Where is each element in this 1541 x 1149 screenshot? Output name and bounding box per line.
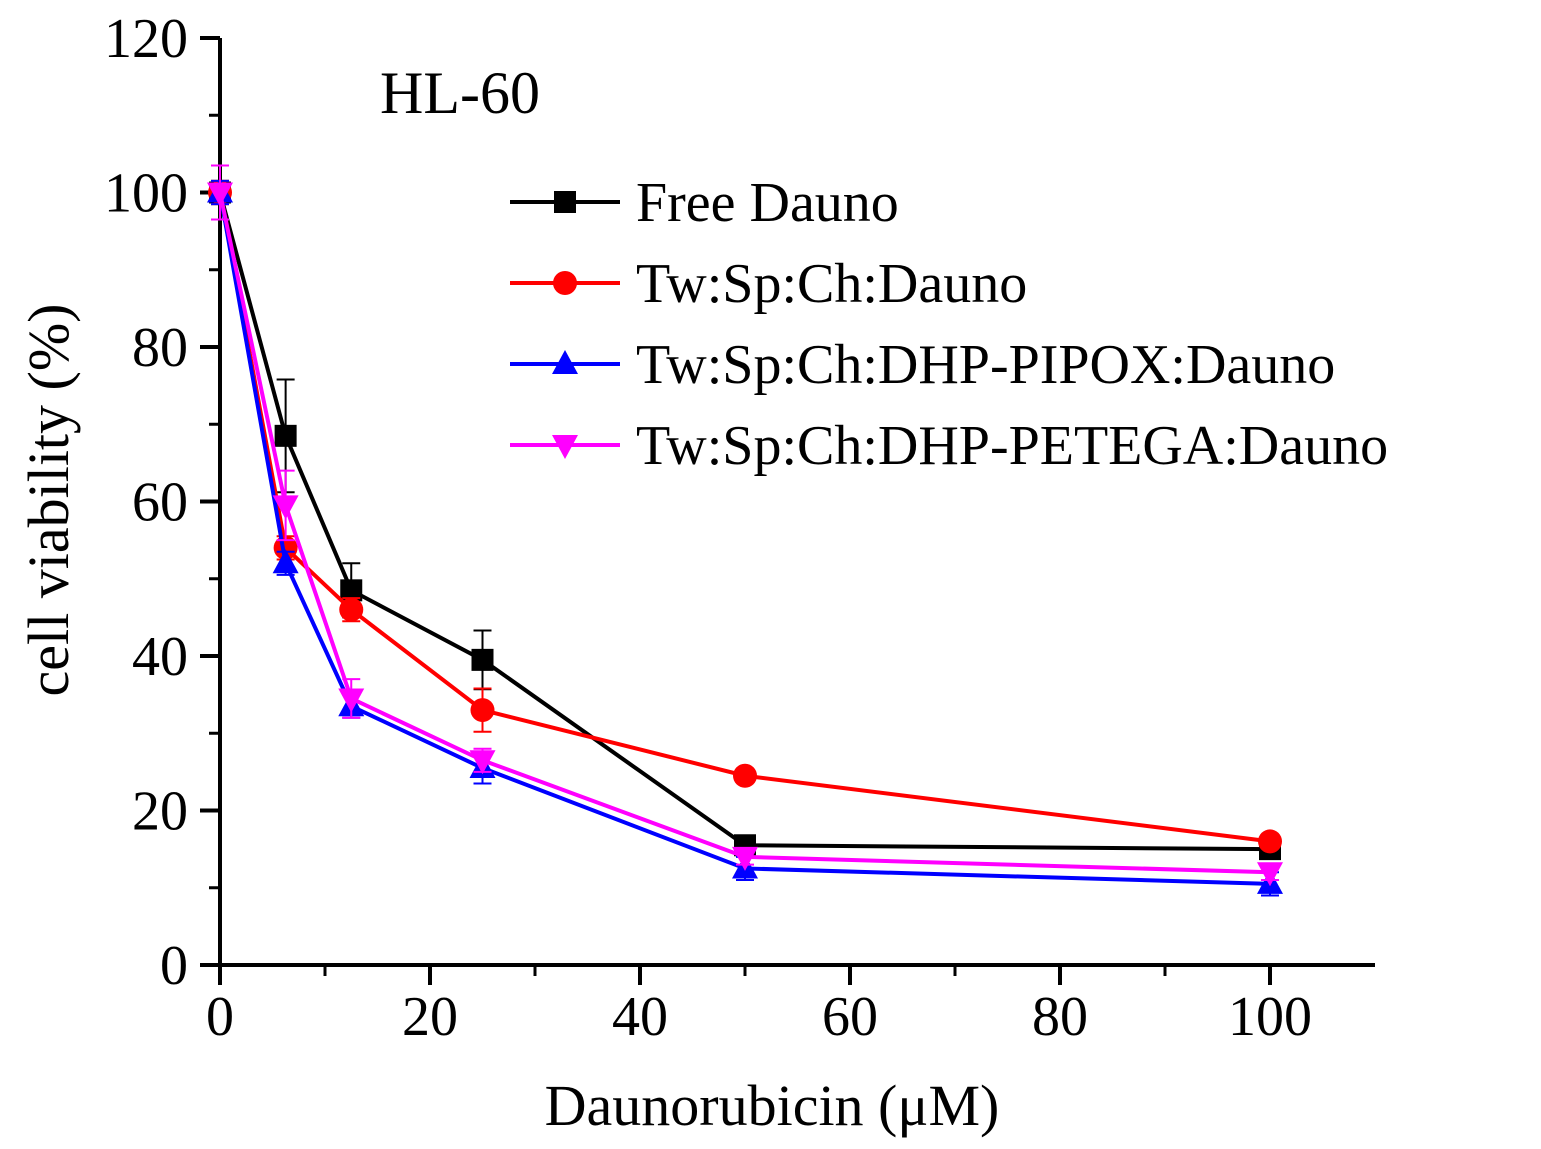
y-tick-label: 60 xyxy=(132,472,188,534)
y-axis-label: cell viability (%) xyxy=(16,304,81,697)
x-tick-label: 60 xyxy=(822,986,878,1048)
data-point xyxy=(274,424,297,447)
data-point xyxy=(469,750,496,775)
data-point xyxy=(273,535,298,560)
legend-label: Tw:Sp:Ch:DHP-PIPOX:Dauno xyxy=(636,334,1335,396)
series-line xyxy=(218,192,1271,875)
x-tick-label: 100 xyxy=(1228,986,1312,1048)
series-line xyxy=(218,191,1271,852)
data-point xyxy=(1258,829,1282,854)
legend: Free Dauno Tw:Sp:Ch:Dauno Tw:Sp:Ch:DHP-PIP… xyxy=(510,172,1388,477)
x-tick-label: 0 xyxy=(206,986,234,1048)
x-axis-label: Daunorubicin (μM) xyxy=(545,1073,1000,1138)
y-tick-label: 120 xyxy=(104,8,188,70)
data-point xyxy=(1257,862,1283,887)
data-point xyxy=(470,698,495,723)
data-point xyxy=(471,648,494,671)
legend-label: Free Dauno xyxy=(636,172,899,234)
legend-label: Tw:Sp:Ch:DHP-PETEGA:Dauno xyxy=(636,415,1388,477)
data-point xyxy=(340,579,363,602)
chart-title: HL-60 xyxy=(380,60,540,126)
y-tick-label: 100 xyxy=(104,163,188,225)
legend-marker xyxy=(552,350,578,374)
legend-item-3: Tw:Sp:Ch:DHP-PIPOX:Dauno xyxy=(510,334,1335,396)
series-4 xyxy=(207,164,1283,887)
ticks: 0 20 40 60 80 100 120 0 20 40 60 80 100 xyxy=(104,8,1312,1048)
data-point xyxy=(272,549,299,574)
y-tick-label: 40 xyxy=(132,626,188,688)
data-point xyxy=(339,597,364,622)
data-point xyxy=(732,846,758,871)
legend-label: Tw:Sp:Ch:Dauno xyxy=(636,253,1027,315)
legend-item-2: Tw:Sp:Ch:Dauno xyxy=(510,253,1027,315)
series-2 xyxy=(208,179,1282,854)
data-point xyxy=(272,495,299,520)
y-tick-label: 0 xyxy=(160,935,188,997)
series-layer xyxy=(207,164,1283,897)
data-point xyxy=(338,688,365,713)
legend-item-4: Tw:Sp:Ch:DHP-PETEGA:Dauno xyxy=(510,415,1388,477)
x-tick-label: 20 xyxy=(402,986,458,1048)
data-point xyxy=(207,182,233,207)
data-point xyxy=(733,763,757,788)
legend-marker xyxy=(552,435,578,459)
legend-marker xyxy=(553,271,577,295)
x-tick-label: 40 xyxy=(612,986,668,1048)
y-tick-label: 20 xyxy=(132,781,188,843)
y-tick-label: 80 xyxy=(132,317,188,379)
series-line xyxy=(218,192,1271,886)
legend-marker xyxy=(554,191,576,213)
legend-item-1: Free Dauno xyxy=(510,172,899,234)
x-tick-label: 80 xyxy=(1032,986,1088,1048)
series-line xyxy=(218,192,1271,844)
